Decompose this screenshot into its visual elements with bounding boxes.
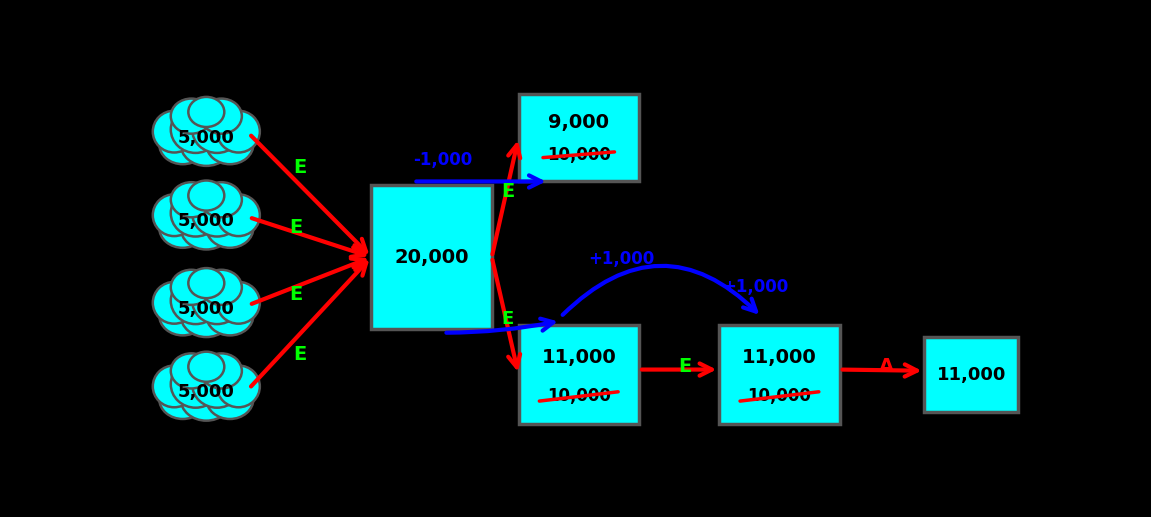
Text: 5,000: 5,000 [178,129,235,147]
Text: E: E [501,182,514,201]
FancyArrowPatch shape [493,145,520,254]
Ellipse shape [189,180,224,210]
Ellipse shape [192,190,242,236]
Ellipse shape [192,106,242,153]
Ellipse shape [153,111,196,153]
Ellipse shape [181,206,233,250]
FancyArrowPatch shape [493,260,520,367]
Text: E: E [294,158,306,177]
Text: 5,000: 5,000 [178,300,235,318]
FancyArrowPatch shape [843,364,917,376]
Ellipse shape [159,295,206,336]
Text: -1,000: -1,000 [413,150,472,169]
FancyArrowPatch shape [252,258,365,304]
Ellipse shape [181,123,233,166]
Ellipse shape [181,377,233,421]
Ellipse shape [206,124,253,164]
Text: 11,000: 11,000 [541,348,616,367]
FancyArrowPatch shape [563,266,756,315]
Text: 20,000: 20,000 [395,248,468,267]
Text: E: E [289,285,303,305]
Ellipse shape [153,194,196,236]
FancyArrowPatch shape [642,363,711,376]
FancyBboxPatch shape [372,186,491,329]
Text: 5,000: 5,000 [178,384,235,402]
Ellipse shape [170,361,221,408]
Ellipse shape [159,208,206,248]
Text: E: E [502,310,514,328]
Ellipse shape [206,379,253,419]
Ellipse shape [170,277,221,324]
Ellipse shape [218,282,260,324]
FancyBboxPatch shape [719,325,840,424]
Ellipse shape [170,99,212,134]
FancyBboxPatch shape [924,337,1019,413]
Ellipse shape [170,182,212,217]
Text: E: E [294,345,306,364]
Text: 11,000: 11,000 [742,348,817,367]
Ellipse shape [200,270,242,305]
FancyArrowPatch shape [252,218,364,257]
Text: A: A [879,357,894,376]
Ellipse shape [170,353,212,388]
Ellipse shape [189,97,224,127]
FancyArrowPatch shape [251,135,366,252]
Text: +1,000: +1,000 [722,278,788,296]
Text: E: E [679,357,692,376]
FancyArrowPatch shape [447,318,554,333]
FancyArrowPatch shape [251,263,366,386]
Ellipse shape [218,111,260,153]
Ellipse shape [200,99,242,134]
Ellipse shape [192,277,242,324]
Text: 9,000: 9,000 [548,113,609,132]
Ellipse shape [170,270,212,305]
FancyArrowPatch shape [417,175,541,188]
Ellipse shape [189,268,224,298]
Text: 10,000: 10,000 [547,146,611,164]
Text: E: E [289,218,303,237]
Ellipse shape [159,124,206,164]
Ellipse shape [192,361,242,408]
Ellipse shape [206,295,253,336]
Ellipse shape [218,366,260,407]
Text: 10,000: 10,000 [547,387,611,405]
FancyBboxPatch shape [518,94,639,181]
Ellipse shape [170,190,221,236]
Ellipse shape [170,106,221,153]
Ellipse shape [153,282,196,324]
Text: 10,000: 10,000 [747,387,811,405]
Ellipse shape [189,352,224,382]
Ellipse shape [159,379,206,419]
FancyBboxPatch shape [518,325,639,424]
Ellipse shape [181,294,233,337]
Ellipse shape [218,194,260,236]
Text: +1,000: +1,000 [588,250,654,268]
Text: 11,000: 11,000 [937,366,1006,384]
Ellipse shape [200,182,242,217]
Ellipse shape [206,208,253,248]
Ellipse shape [200,353,242,388]
Ellipse shape [153,366,196,407]
Text: 5,000: 5,000 [178,212,235,230]
